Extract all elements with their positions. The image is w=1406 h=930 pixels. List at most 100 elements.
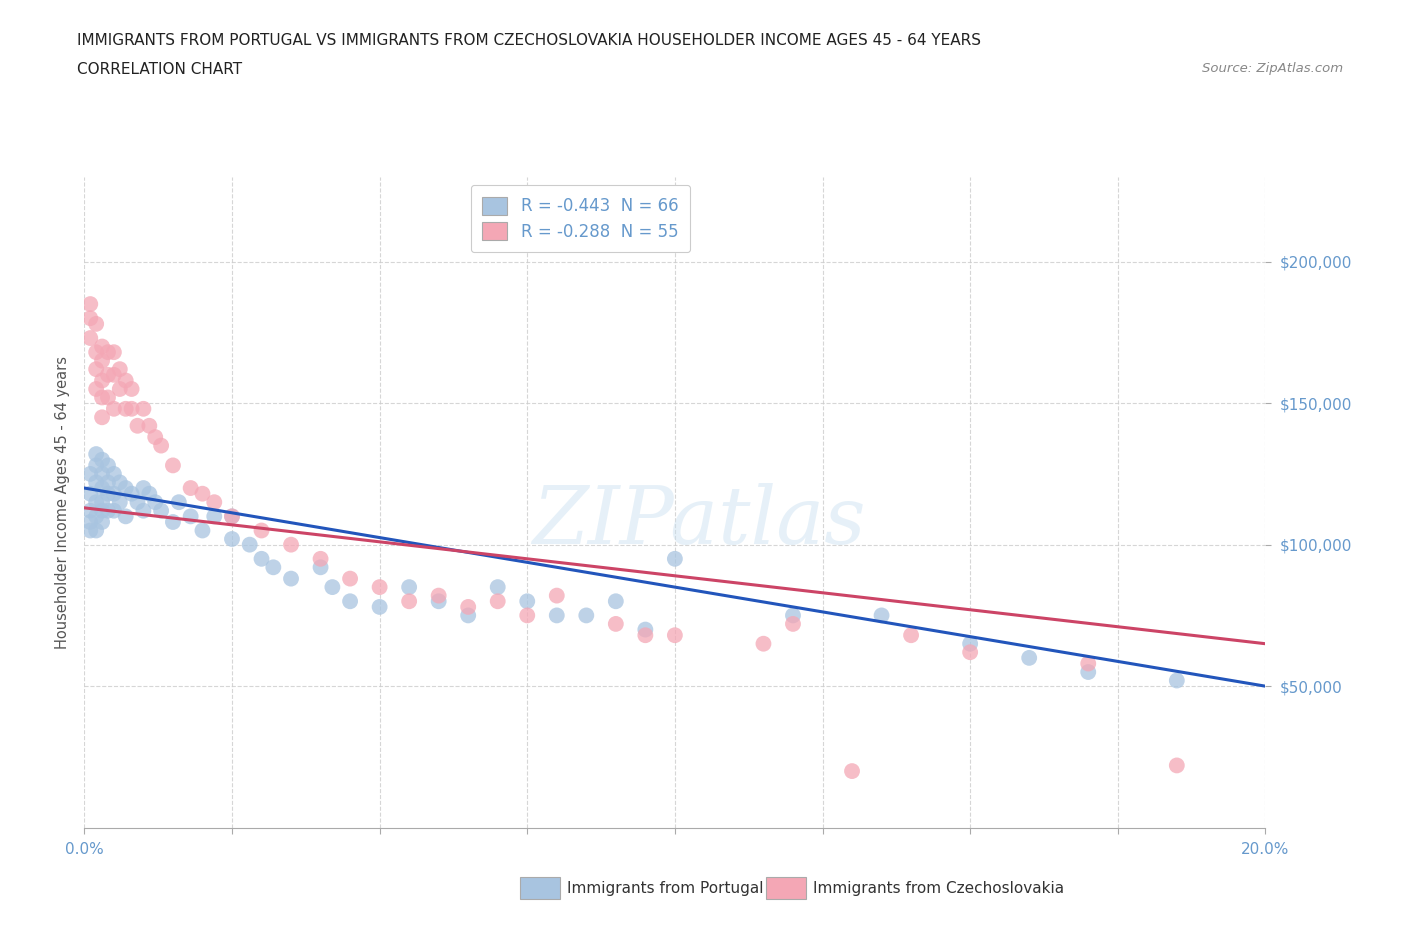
- Point: [143, 495, 166, 510]
- Point: [79, 523, 101, 538]
- Point: [221, 509, 243, 524]
- Point: [91, 514, 114, 529]
- Point: [132, 503, 155, 518]
- Point: [84, 509, 107, 524]
- Point: [91, 390, 114, 405]
- Text: IMMIGRANTS FROM PORTUGAL VS IMMIGRANTS FROM CZECHOSLOVAKIA HOUSEHOLDER INCOME AG: IMMIGRANTS FROM PORTUGAL VS IMMIGRANTS F…: [77, 33, 981, 47]
- Point: [959, 636, 981, 651]
- Point: [91, 503, 114, 518]
- Point: [1077, 665, 1099, 680]
- Point: [114, 509, 136, 524]
- Point: [664, 628, 686, 643]
- Point: [79, 311, 101, 325]
- Point: [108, 362, 131, 377]
- Point: [103, 467, 125, 482]
- Point: [91, 495, 114, 510]
- Text: Immigrants from Portugal: Immigrants from Portugal: [567, 881, 763, 896]
- Y-axis label: Householder Income Ages 45 - 64 years: Householder Income Ages 45 - 64 years: [55, 355, 70, 649]
- Point: [79, 503, 101, 518]
- Point: [103, 503, 125, 518]
- Point: [870, 608, 893, 623]
- Point: [108, 381, 131, 396]
- Point: [79, 330, 101, 345]
- Point: [108, 495, 131, 510]
- Point: [280, 538, 302, 552]
- Point: [162, 514, 184, 529]
- Point: [103, 402, 125, 417]
- Point: [79, 297, 101, 312]
- Point: [202, 509, 225, 524]
- Text: Source: ZipAtlas.com: Source: ZipAtlas.com: [1202, 62, 1343, 75]
- Point: [132, 402, 155, 417]
- Point: [108, 475, 131, 490]
- Point: [91, 467, 114, 482]
- Point: [143, 430, 166, 445]
- Point: [191, 523, 214, 538]
- Point: [1166, 758, 1188, 773]
- Point: [150, 438, 173, 453]
- Point: [84, 446, 107, 461]
- Point: [280, 571, 302, 586]
- Point: [546, 588, 568, 603]
- Point: [191, 486, 214, 501]
- Point: [138, 418, 160, 433]
- Point: [97, 367, 120, 382]
- Point: [91, 339, 114, 354]
- Legend: R = -0.443  N = 66, R = -0.288  N = 55: R = -0.443 N = 66, R = -0.288 N = 55: [471, 185, 690, 252]
- Point: [103, 486, 125, 501]
- Point: [900, 628, 922, 643]
- Point: [97, 486, 120, 501]
- Point: [427, 588, 450, 603]
- Point: [368, 579, 391, 594]
- Point: [634, 622, 657, 637]
- Point: [457, 608, 479, 623]
- Point: [97, 503, 120, 518]
- Point: [167, 495, 190, 510]
- Point: [309, 560, 332, 575]
- Point: [398, 579, 420, 594]
- Point: [91, 481, 114, 496]
- Point: [84, 345, 107, 360]
- Point: [121, 486, 143, 501]
- Point: [84, 362, 107, 377]
- Point: [959, 644, 981, 659]
- Text: CORRELATION CHART: CORRELATION CHART: [77, 62, 242, 77]
- Text: Immigrants from Czechoslovakia: Immigrants from Czechoslovakia: [813, 881, 1064, 896]
- Point: [79, 467, 101, 482]
- Point: [97, 345, 120, 360]
- Point: [486, 579, 509, 594]
- Point: [103, 345, 125, 360]
- Point: [91, 373, 114, 388]
- Point: [752, 636, 775, 651]
- Point: [1018, 650, 1040, 665]
- Point: [150, 503, 173, 518]
- Point: [79, 514, 101, 529]
- Point: [162, 458, 184, 472]
- Point: [121, 402, 143, 417]
- Point: [91, 410, 114, 425]
- Point: [427, 594, 450, 609]
- Point: [180, 509, 202, 524]
- Point: [664, 551, 686, 566]
- Point: [368, 600, 391, 615]
- Point: [84, 381, 107, 396]
- Point: [103, 367, 125, 382]
- Point: [309, 551, 332, 566]
- Point: [84, 316, 107, 331]
- Point: [575, 608, 598, 623]
- Point: [546, 608, 568, 623]
- Point: [398, 594, 420, 609]
- Point: [84, 523, 107, 538]
- Point: [221, 532, 243, 547]
- Point: [91, 353, 114, 368]
- Point: [127, 418, 149, 433]
- Point: [782, 617, 804, 631]
- Point: [121, 381, 143, 396]
- Point: [321, 579, 343, 594]
- Point: [79, 486, 101, 501]
- Point: [84, 495, 107, 510]
- Point: [339, 594, 361, 609]
- Point: [782, 608, 804, 623]
- Point: [239, 538, 262, 552]
- Point: [221, 509, 243, 524]
